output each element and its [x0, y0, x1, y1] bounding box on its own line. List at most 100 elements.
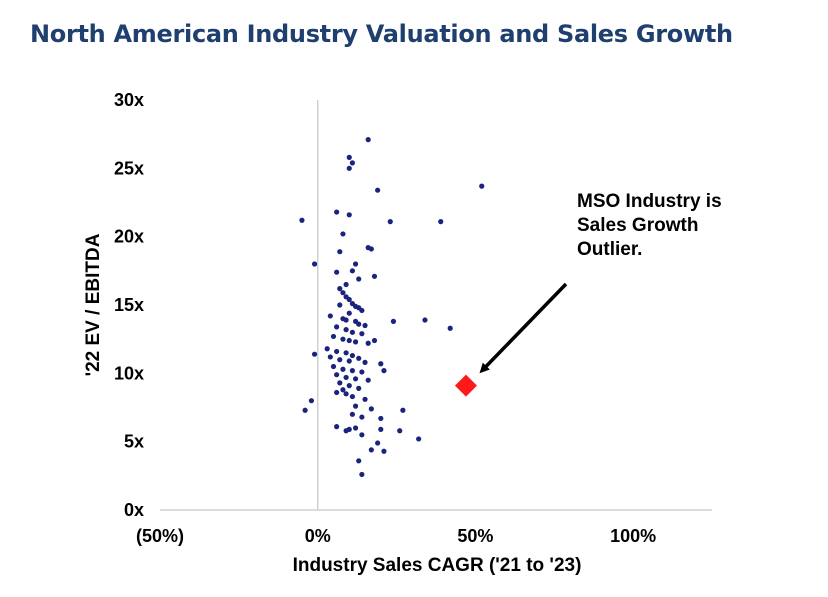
y-tick-label: 5x — [124, 432, 144, 452]
data-point — [359, 471, 365, 478]
data-point — [330, 363, 337, 370]
data-point — [371, 273, 378, 279]
data-point — [362, 359, 368, 365]
data-point — [337, 380, 343, 386]
annotation-text-line: Outlier. — [577, 239, 642, 260]
y-tick-label: 10x — [114, 363, 144, 383]
data-point — [349, 329, 356, 335]
x-tick-label: 0% — [305, 526, 331, 546]
chart-title: North American Industry Valuation and Sa… — [30, 20, 733, 48]
data-point — [349, 160, 356, 166]
data-points — [299, 137, 485, 478]
data-point — [343, 281, 349, 288]
data-point — [416, 436, 422, 442]
x-axis-title: Industry Sales CAGR ('21 to '23) — [293, 555, 582, 576]
data-point — [375, 187, 381, 193]
data-point — [365, 377, 371, 383]
data-point — [343, 327, 349, 333]
data-point — [327, 313, 333, 319]
data-point — [375, 440, 381, 446]
data-point — [356, 458, 362, 464]
data-point — [359, 307, 365, 314]
data-point — [390, 318, 397, 324]
data-point — [352, 339, 359, 345]
x-tick-label: (50%) — [136, 526, 184, 546]
data-point — [343, 350, 349, 356]
axis-labels: 0x 5x 10x 15x 20x 25x 30x (50%) 0% 50% 100% Industr… — [83, 90, 656, 576]
data-point — [343, 317, 349, 323]
data-point — [359, 369, 365, 375]
data-point — [334, 209, 340, 215]
data-point — [352, 425, 359, 431]
data-point — [346, 383, 352, 389]
data-point — [359, 331, 365, 337]
data-point — [302, 407, 308, 413]
y-tick-label: 25x — [114, 158, 144, 178]
data-point — [334, 372, 340, 378]
data-point — [378, 361, 384, 367]
data-point — [479, 183, 485, 189]
data-point — [311, 261, 318, 267]
data-point — [371, 337, 378, 344]
data-point — [422, 317, 428, 323]
data-point — [346, 358, 352, 364]
data-point — [340, 336, 346, 342]
data-point — [365, 340, 371, 346]
data-point — [378, 426, 384, 432]
data-point — [352, 403, 359, 409]
data-point — [356, 276, 362, 282]
data-point — [368, 406, 374, 412]
x-tick-label: 100% — [610, 526, 656, 546]
data-point — [356, 385, 362, 391]
y-tick-label: 30x — [114, 90, 144, 110]
data-point — [324, 346, 330, 352]
annotation-text-line: MSO Industry is — [577, 191, 722, 212]
data-point — [346, 165, 352, 171]
data-point — [340, 366, 346, 372]
data-point — [438, 219, 444, 225]
data-point — [352, 261, 359, 267]
data-point — [343, 391, 349, 397]
annotation: MSO Industry is Sales Growth Outlier. — [479, 191, 722, 374]
data-point — [346, 337, 352, 344]
data-point — [308, 398, 315, 404]
annotation-text-line: Sales Growth — [577, 215, 698, 236]
data-point — [343, 374, 349, 381]
data-point — [299, 217, 305, 223]
axes — [160, 100, 712, 511]
data-point — [346, 212, 352, 218]
data-point — [334, 269, 340, 275]
data-point — [378, 415, 384, 422]
data-point — [387, 219, 393, 225]
data-point — [368, 246, 374, 252]
data-point — [381, 448, 387, 454]
data-point — [368, 447, 374, 453]
y-tick-label: 15x — [114, 295, 144, 315]
data-point — [340, 231, 346, 237]
annotation-arrow — [479, 282, 568, 374]
data-point — [334, 324, 340, 330]
data-point — [397, 428, 403, 434]
data-point — [337, 357, 343, 363]
data-point — [349, 368, 356, 374]
data-point — [356, 321, 362, 327]
data-point — [346, 296, 352, 303]
y-axis-title: '22 EV / EBITDA — [83, 233, 104, 376]
data-point — [356, 355, 362, 361]
data-point — [359, 432, 365, 438]
mso-industry-point — [454, 374, 477, 397]
data-point — [362, 322, 368, 329]
data-point — [346, 154, 352, 160]
data-point — [330, 333, 337, 340]
data-point — [349, 268, 356, 274]
data-point — [359, 414, 365, 420]
data-point — [362, 396, 368, 402]
data-point — [349, 411, 356, 417]
data-point — [340, 290, 346, 296]
data-point — [400, 407, 406, 413]
data-point — [340, 387, 346, 393]
data-point — [343, 428, 349, 434]
data-point — [346, 310, 352, 316]
data-point — [334, 348, 340, 355]
